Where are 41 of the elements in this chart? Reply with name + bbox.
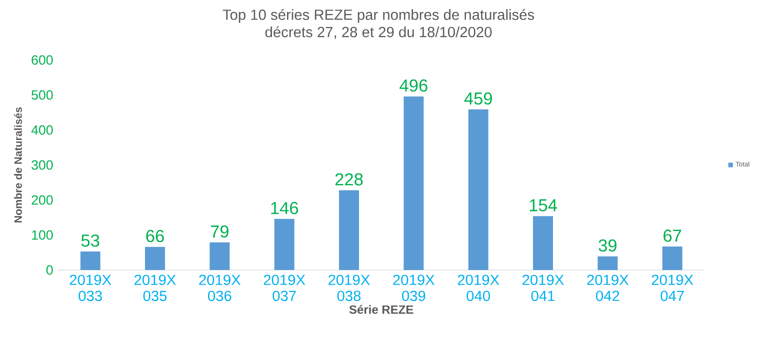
data-label: 146: [271, 202, 298, 214]
y-tick-label: 300: [32, 160, 53, 170]
y-tick-label: 400: [31, 125, 53, 135]
bar: [80, 251, 100, 270]
x-tick-label: 2019X 033: [70, 274, 112, 302]
y-tick-label: 200: [32, 195, 53, 205]
data-label: 67: [664, 230, 682, 242]
y-tick-label: 100: [32, 230, 53, 240]
y-tick-label: 500: [32, 90, 53, 100]
x-tick-label: 2019X 042: [587, 274, 629, 302]
bar: [210, 242, 230, 270]
x-tick-label: 2019X 040: [458, 274, 500, 302]
data-label: 39: [598, 239, 616, 252]
data-label: 496: [400, 79, 428, 92]
x-tick-label: 2019X 036: [199, 274, 241, 302]
x-tick-label: 2019X 037: [264, 274, 306, 302]
x-axis-title: Série REZE: [349, 304, 414, 314]
chart-subtitle: décrets 27, 28 et 29 du 18/10/2020: [265, 26, 492, 39]
bar: [598, 256, 618, 270]
bar: [145, 246, 166, 270]
bar: [339, 190, 359, 270]
y-tick-label: 0: [46, 265, 53, 275]
data-label: 154: [530, 199, 557, 212]
bar: [468, 109, 488, 270]
x-tick-label: 2019X 039: [393, 274, 435, 302]
bar: [404, 96, 424, 270]
x-tick-label: 2019X 041: [522, 274, 564, 302]
bar: [662, 246, 682, 270]
x-tick-label: 2019X 038: [328, 274, 370, 302]
data-label: 459: [464, 92, 492, 105]
y-axis-title: Nombre de Naturalisés: [14, 107, 22, 222]
x-tick-label: 2019X 035: [134, 274, 176, 302]
y-tick-label: 600: [32, 55, 53, 65]
x-tick-label: 2019X 047: [652, 274, 694, 302]
bar: [274, 218, 294, 270]
data-label: 66: [146, 230, 164, 242]
data-label: 228: [335, 173, 363, 186]
bar: [533, 216, 554, 270]
data-label: 79: [210, 225, 228, 238]
data-label: 53: [81, 234, 100, 247]
chart-title: Top 10 séries REZE par nombres de naturalisés: [222, 8, 534, 23]
